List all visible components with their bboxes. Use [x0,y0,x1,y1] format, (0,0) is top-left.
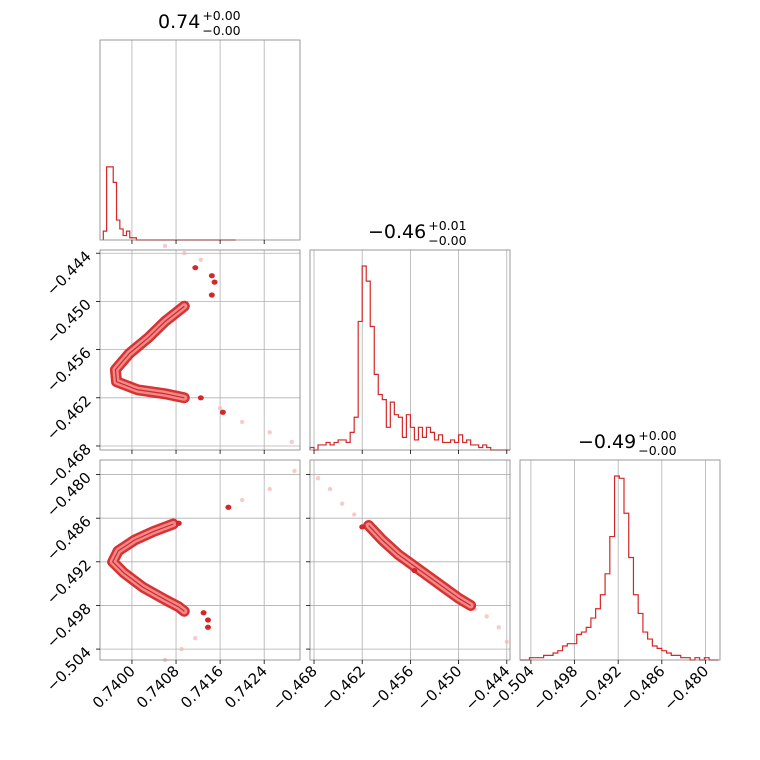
contour-blob [197,395,204,401]
x-tick-label: 0.7424 [221,662,271,712]
contour-frame [99,459,301,661]
sample-point [496,625,501,630]
contour-blob [208,292,215,298]
title-lower-error: −0.00 [202,23,240,38]
histogram-panel [102,40,265,241]
histogram-frame [99,39,301,241]
density-core-line [112,523,185,612]
contour-blob [204,624,211,630]
x-tick-label: −0.450 [413,662,465,714]
x-axis-ticks [131,450,265,454]
y-axis-ticks: −0.504−0.498−0.492−0.486−0.480 [43,469,100,695]
contour-frame [99,249,301,451]
contour-blob [225,504,232,510]
sample-point [217,406,223,411]
x-tick-label: 0.7416 [177,662,227,712]
contour-blob [211,279,218,285]
contour-blob [219,409,226,415]
x-tick-label: −0.486 [617,662,669,714]
sample-point [339,501,345,506]
panel-title: −0.46 +0.01−0.00 [368,218,467,248]
sample-point [292,468,297,474]
contour-blob [208,273,215,279]
x-tick-label: −0.468 [269,662,321,714]
sample-point [179,646,184,652]
sample-point [198,257,204,262]
y-axis-ticks: −0.468−0.462−0.456−0.450−0.444 [43,247,100,492]
title-upper-error: +0.00 [202,8,240,23]
y-tick-label: −0.498 [43,600,95,652]
histogram-panel [520,460,719,661]
title-upper-error: +0.01 [428,218,466,233]
x-axis-ticks: −0.504−0.498−0.492−0.486−0.480 [486,660,712,714]
histogram-steps [309,265,510,451]
title-value: 0.74 [158,11,200,33]
x-axis-ticks: −0.468−0.462−0.456−0.450−0.444 [269,660,514,714]
title-lower-error: −0.00 [638,443,676,458]
y-tick-label: −0.462 [43,392,95,444]
y-axis-ticks [306,474,310,650]
density-core-line [114,305,185,399]
density-outer-contour [107,518,190,617]
x-tick-label: 0.7408 [133,662,183,712]
x-tick-label: −0.492 [573,662,625,714]
sample-point [239,419,245,425]
y-tick-label: −0.456 [43,344,95,396]
histogram-steps [520,475,719,661]
sample-point [267,486,272,492]
sample-point [327,486,333,492]
x-tick-label: −0.462 [317,662,369,714]
contour-blob [411,567,418,574]
contour-blob [175,520,182,526]
x-tick-label: 0.7400 [89,662,139,712]
histogram-steps [102,166,236,241]
sample-point [162,243,168,249]
sample-point [351,512,357,517]
x-tick-label: −0.498 [529,662,581,714]
contour-panel [310,460,510,660]
sample-point [289,439,294,445]
y-tick-label: −0.486 [43,512,95,564]
panel-title: −0.49 +0.00−0.00 [578,428,677,458]
histogram-frame [309,249,511,451]
contour-panel [100,243,300,450]
x-tick-label: −0.456 [365,662,417,714]
contour-frame [309,459,511,661]
contour-blob [200,610,207,616]
title-lower-error: −0.00 [428,233,466,248]
sample-point [267,430,272,435]
sample-point [315,475,321,481]
contour-panel [100,460,300,663]
y-tick-label: −0.504 [43,643,95,695]
x-tick-label: −0.480 [660,662,712,714]
histogram-frame [519,459,721,661]
x-axis-ticks [313,450,508,454]
sample-point [193,635,198,641]
y-tick-label: −0.444 [43,247,95,299]
y-tick-label: −0.492 [43,556,95,608]
title-value: −0.49 [578,431,636,453]
contour-blob [192,265,199,271]
title-value: −0.46 [368,221,426,243]
density-core-line [368,525,471,606]
y-tick-label: −0.450 [43,296,95,348]
sample-point [484,614,489,619]
x-axis-ticks [131,240,265,244]
sample-point [504,639,509,645]
contour-blob [359,524,366,530]
histogram-panel [309,250,510,451]
sample-point [239,497,245,503]
panel-title: 0.74 +0.00−0.00 [158,8,241,38]
contour-blob [204,617,211,623]
sample-point [182,251,187,256]
title-upper-error: +0.00 [638,428,676,443]
